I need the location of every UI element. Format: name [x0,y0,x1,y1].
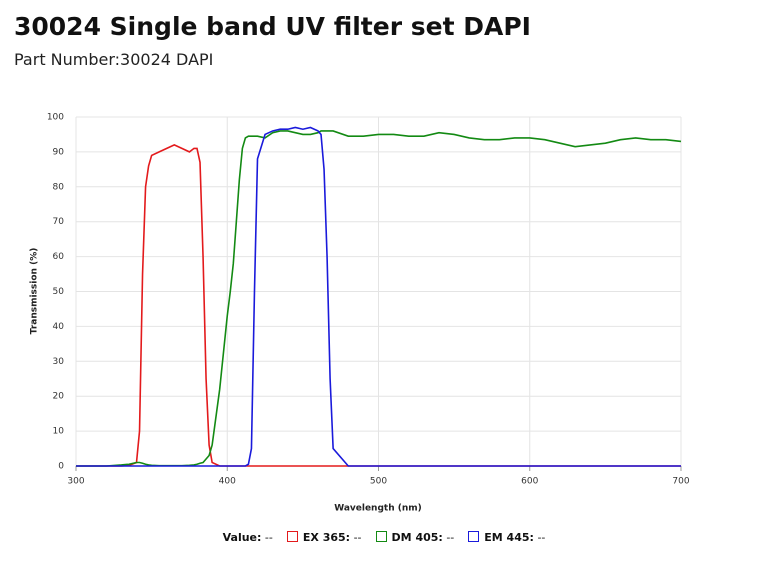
x-tick-label: 400 [219,477,236,487]
legend: Value --EX 365 --DM 405 --EM 445 -- [0,531,768,544]
x-tick-label: 600 [521,477,538,487]
x-tick-label: 500 [370,477,387,487]
legend-readout: -- [537,531,546,544]
y-tick-label: 10 [53,427,65,437]
y-tick-label: 40 [53,322,65,332]
legend-item: EX 365 -- [286,531,362,544]
y-tick-label: 80 [53,182,65,192]
legend-label: Value [223,531,262,544]
legend-swatch [468,531,480,542]
legend-item: DM 405 -- [375,531,455,544]
title: 30024 Single band UV filter set DAPI [14,12,531,41]
legend-swatch [286,531,298,542]
subtitle: Part Number:30024 DAPI [14,50,214,69]
series-line [76,126,681,467]
legend-readout: -- [446,531,455,544]
legend-readout: -- [264,531,273,544]
legend-swatch [375,531,387,542]
legend-item: EM 445 -- [468,531,545,544]
legend-item: Value -- [223,531,273,544]
legend-label: EM 445 [484,531,534,544]
x-axis-title: Wavelength (nm) [334,504,422,514]
y-tick-label: 0 [58,462,64,472]
y-tick-label: 30 [53,357,65,367]
y-tick-label: 50 [53,287,65,297]
y-tick-label: 60 [53,252,65,262]
legend-label: DM 405 [392,531,443,544]
chart: Wavelength (nm) Transmission (%) 0 10 20 30… [30,113,690,514]
legend-label: EX 365 [303,531,350,544]
legend-readout: -- [353,531,362,544]
y-tick-label: 100 [47,113,64,123]
x-tick-label: 300 [67,477,84,487]
y-tick-label: 90 [53,147,65,157]
x-tick-label: 700 [672,477,689,487]
y-axis-title: Transmission (%) [30,248,40,335]
y-tick-label: 70 [53,217,65,227]
y-tick-label: 20 [53,392,65,402]
